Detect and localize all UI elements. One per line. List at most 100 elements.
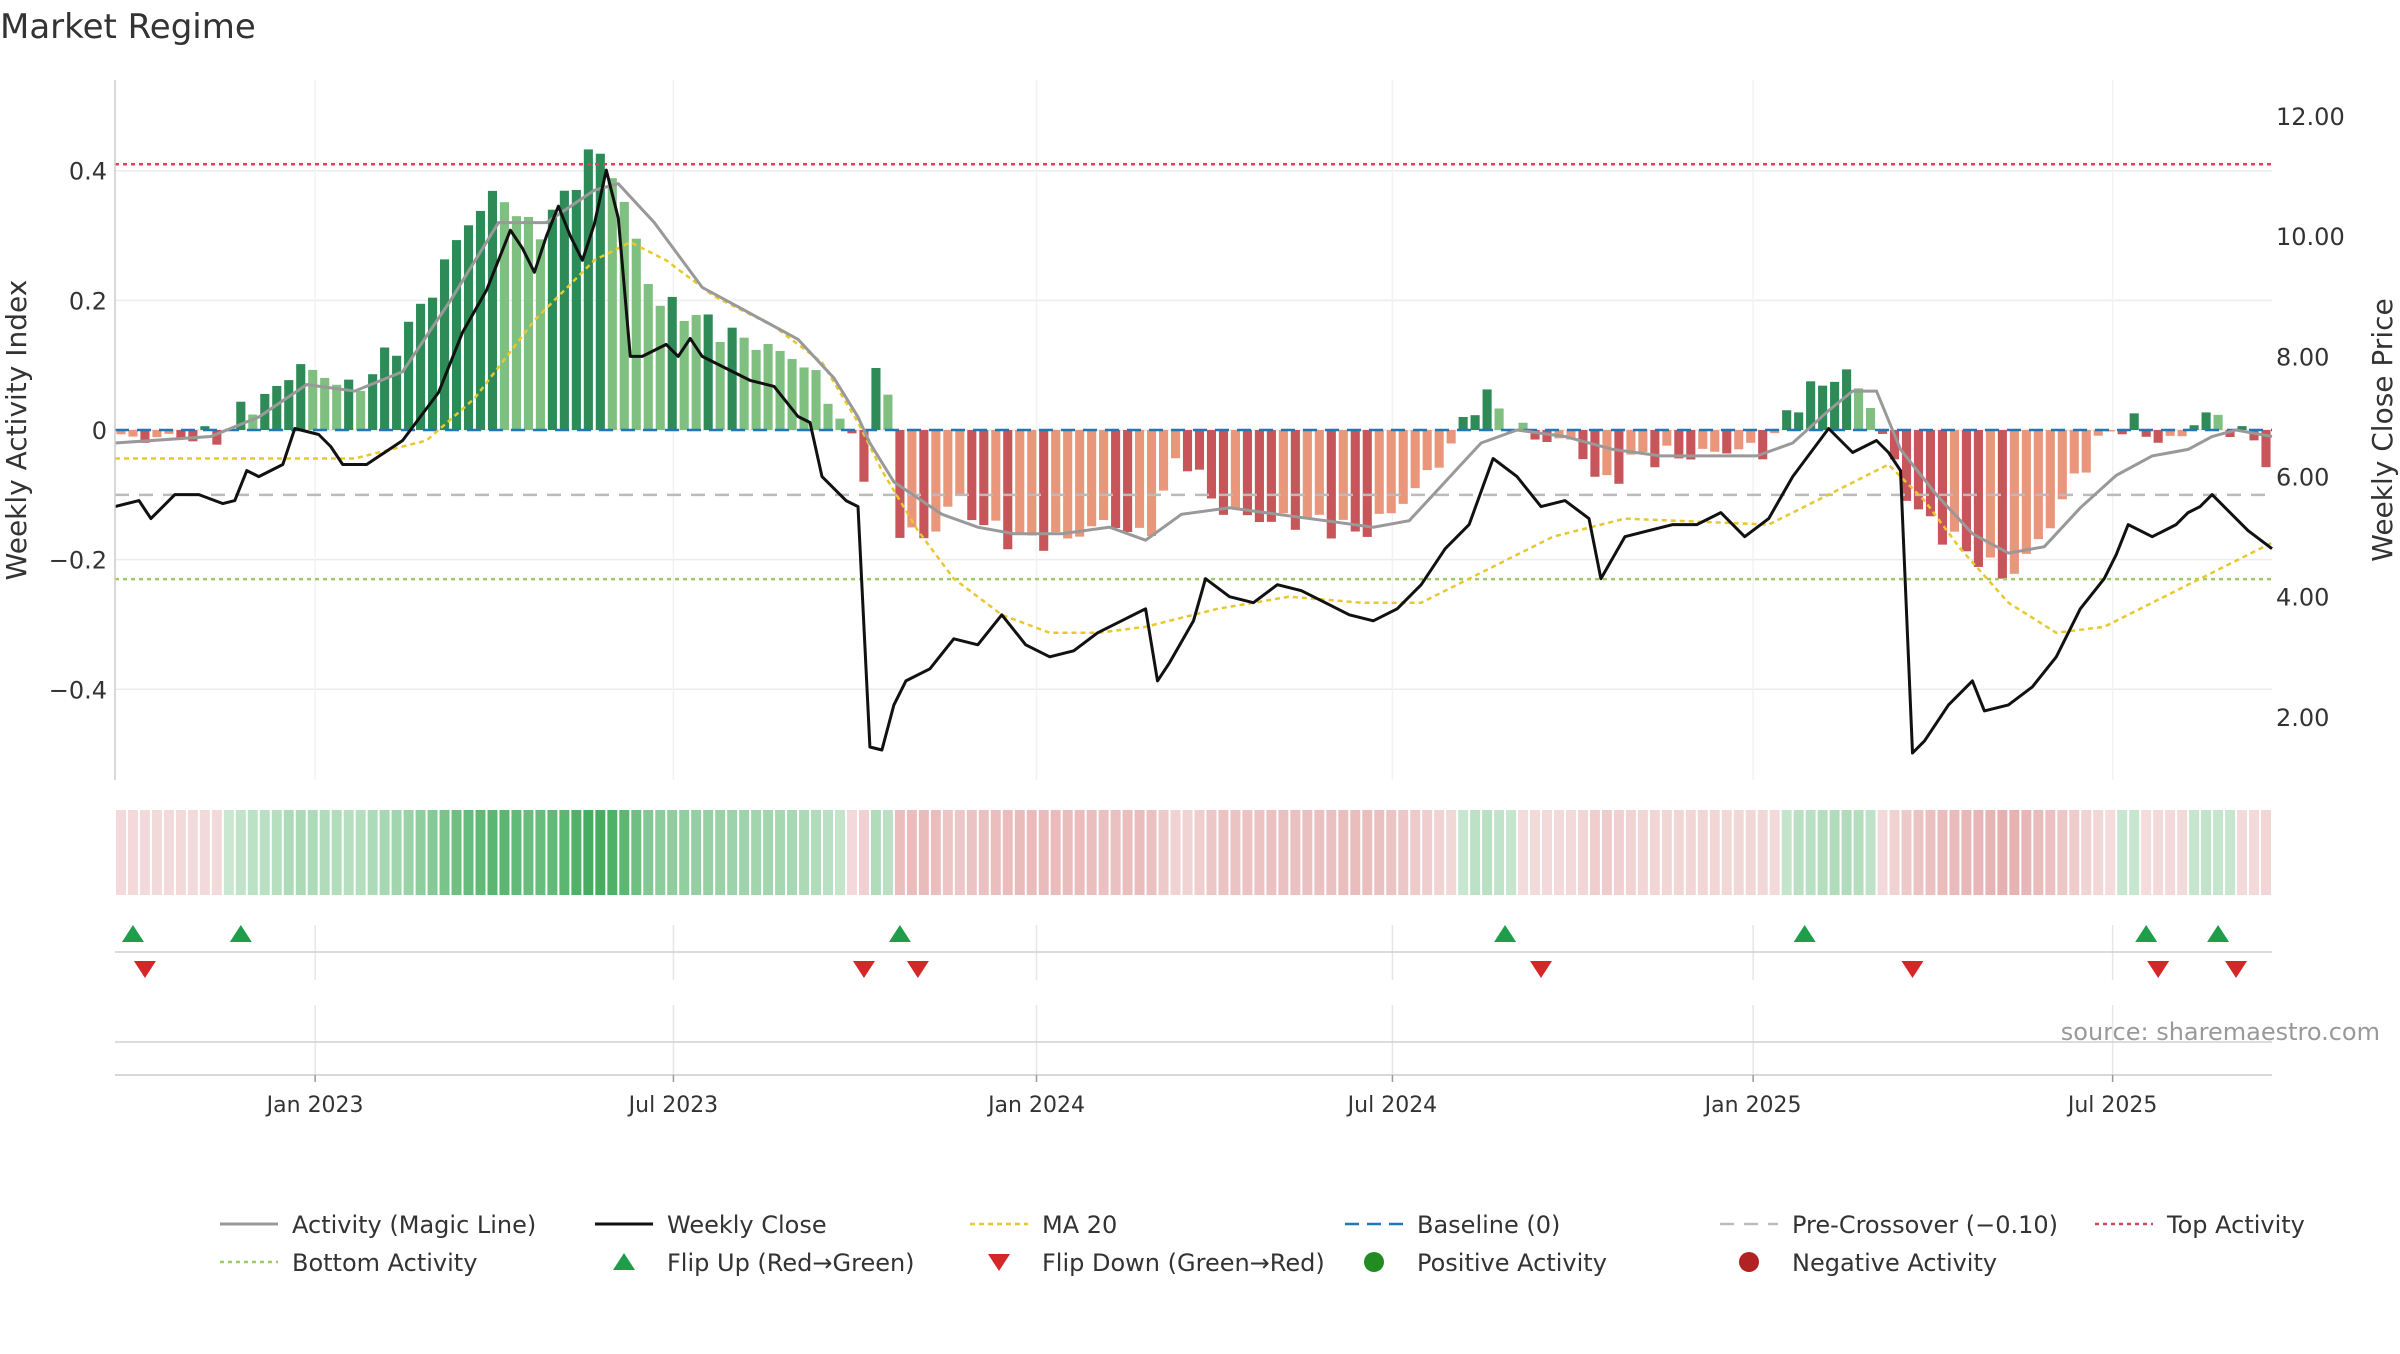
ribbon-cell (1769, 810, 1780, 895)
activity-bar (1889, 430, 1900, 460)
activity-bar (679, 320, 689, 430)
activity-bar (320, 377, 330, 430)
activity-bar (667, 296, 677, 430)
ribbon-cell (858, 810, 869, 895)
legend-swatch-up (613, 1253, 635, 1270)
flip-up-marker (229, 925, 252, 942)
ribbon-cell (1518, 810, 1529, 895)
ribbon-cell (139, 810, 150, 895)
ribbon-cell (223, 810, 234, 895)
legend-item: Negative Activity (1739, 1249, 1997, 1277)
activity-bar (1338, 430, 1348, 520)
activity-bar (2177, 430, 2187, 437)
activity-bar (1554, 430, 1564, 439)
ribbon-cell (1565, 810, 1576, 895)
legend-item: Positive Activity (1364, 1249, 1607, 1277)
activity-bar (1494, 408, 1504, 430)
ribbon-cell (715, 810, 726, 895)
ribbon-cell (1362, 810, 1373, 895)
activity-bar (1638, 430, 1648, 453)
ribbon-cell (1338, 810, 1349, 895)
activity-bar (1422, 430, 1432, 471)
ribbon-cell (846, 810, 857, 895)
legend-item: Weekly Close (595, 1211, 827, 1239)
flip-markers (115, 925, 2272, 1043)
activity-bar (344, 379, 354, 430)
y-axis-right-label: Weekly Close Price (2366, 298, 2399, 561)
ribbon-cell (691, 810, 702, 895)
ribbon-cell (1086, 810, 1097, 895)
activity-bar (595, 153, 605, 430)
activity-bar (1746, 430, 1756, 443)
ribbon-cell (823, 810, 833, 895)
ribbon-cell (655, 810, 666, 895)
activity-bar (1650, 430, 1660, 468)
activity-bar (499, 202, 510, 430)
activity-bar (1099, 430, 1109, 521)
ribbon-cell (535, 810, 546, 895)
ribbon-cell (1661, 810, 1672, 895)
ribbon-cell (1949, 810, 1960, 895)
activity-bar (739, 337, 749, 430)
activity-bar (1866, 408, 1876, 430)
activity-bar (1398, 430, 1408, 504)
activity-bar (2141, 430, 2151, 437)
y-right-tick-label: 6.00 (2276, 464, 2329, 492)
activity-bar (272, 385, 282, 430)
activity-bar (895, 430, 905, 538)
activity-bar (643, 284, 653, 430)
activity-bar (1075, 430, 1085, 537)
ribbon-cell (1601, 810, 1612, 895)
activity-bar (703, 314, 713, 430)
activity-bar (2117, 430, 2127, 435)
ribbon-cell (1014, 810, 1025, 895)
ribbon-cell (2153, 810, 2164, 895)
ribbon-cell (918, 810, 929, 895)
activity-bar (1218, 430, 1229, 515)
activity-bar (188, 430, 198, 442)
activity-bar (583, 149, 593, 430)
ribbon-cell (391, 810, 402, 895)
ribbon-cell (1074, 810, 1085, 895)
activity-bar (775, 350, 785, 430)
activity-bar (487, 190, 498, 430)
activity-bar (368, 374, 378, 430)
ribbon-cell (2033, 810, 2044, 895)
ribbon-cell (175, 810, 186, 895)
ribbon-cell (1937, 810, 1948, 895)
ribbon-cell (1350, 810, 1361, 895)
activity-bar (439, 259, 450, 430)
activity-bar (140, 430, 150, 443)
ribbon-cell (1793, 810, 1804, 895)
ribbon-cell (1913, 810, 1924, 895)
y-right-tick-label: 4.00 (2276, 584, 2329, 612)
activity-bar (308, 369, 318, 430)
activity-bar (931, 430, 941, 532)
ribbon-cell (1697, 810, 1708, 895)
ribbon-cell (1230, 810, 1241, 895)
activity-bar (811, 370, 821, 430)
ribbon-cell (127, 810, 138, 895)
ribbon-cell (930, 810, 941, 895)
ribbon-cell (1853, 810, 1864, 895)
activity-bar (296, 364, 306, 430)
activity-bar (1158, 430, 1169, 491)
y-left-tick-label: 0.2 (69, 287, 107, 315)
activity-bar (284, 380, 294, 430)
activity-bar (2033, 430, 2043, 540)
ribbon-cell (811, 810, 822, 895)
x-tick-label: Jul 2023 (627, 1093, 719, 1118)
activity-bar (1734, 430, 1744, 450)
ribbon-cell (379, 810, 390, 895)
legend-swatch-down (988, 1254, 1010, 1271)
weekly-close-line (114, 168, 2273, 755)
ribbon-cell (1398, 810, 1409, 895)
ribbon-cell (1494, 810, 1505, 895)
activity-bar (1758, 430, 1768, 460)
activity-bar (1710, 430, 1720, 452)
activity-bar (919, 430, 929, 539)
activity-bar (1230, 430, 1240, 509)
ribbon-cell (727, 810, 738, 895)
x-tick-label: Jan 2025 (1703, 1093, 1802, 1118)
ribbon-cell (2261, 810, 2271, 895)
